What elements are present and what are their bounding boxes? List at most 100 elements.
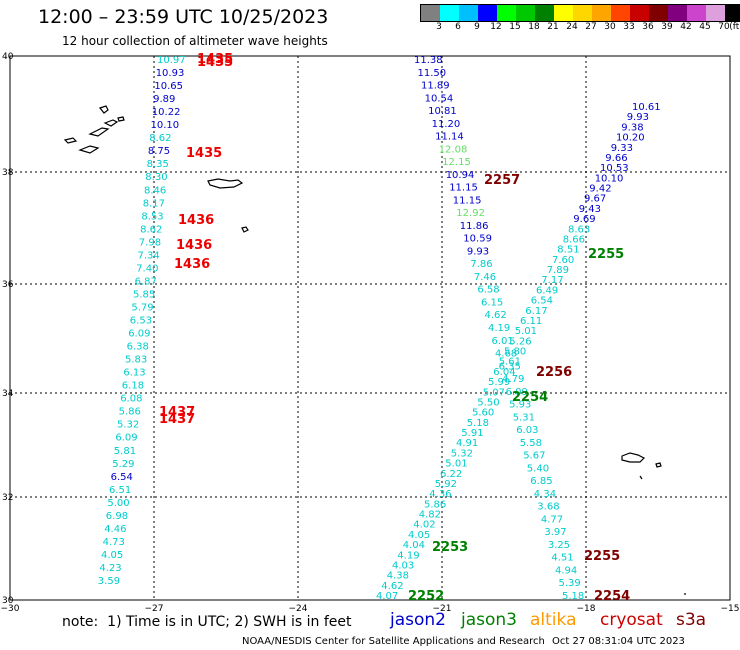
swh-value: 9.42 — [589, 184, 611, 195]
swh-value: 5.29 — [112, 459, 134, 470]
pass-time-label: 2253 — [432, 540, 468, 555]
swh-value: 9.69 — [573, 214, 595, 225]
swh-value: 9.33 — [611, 143, 633, 154]
swh-value: 6.54 — [531, 296, 553, 307]
swh-value: 6.04 — [493, 367, 515, 378]
pass-time-label: 2255 — [588, 247, 624, 262]
x-axis-tick-label: −21 — [433, 604, 452, 614]
swh-value: 4.38 — [387, 571, 409, 582]
island-pico — [88, 127, 110, 137]
swh-value: 4.73 — [103, 537, 125, 548]
pass-time-label: 2256 — [536, 365, 572, 380]
swh-value: 9.38 — [621, 122, 643, 133]
pass-time-label: 1435 — [186, 146, 222, 161]
scale-tick-label: 21 — [547, 22, 559, 32]
swh-value: 9.93 — [467, 246, 489, 257]
swh-value: 8.51 — [557, 245, 579, 256]
scale-tick-label: 15 — [509, 22, 521, 32]
footer-source: NOAA/NESDIS Center for Satellite Applica… — [242, 636, 545, 647]
swh-value: 7.89 — [547, 265, 569, 276]
swh-value: 4.36 — [429, 489, 451, 500]
x-axis-tick-label: −27 — [145, 604, 164, 614]
swh-value: 5.18 — [562, 591, 584, 602]
swh-value: 7.17 — [541, 275, 563, 286]
x-axis-tick-label: −30 — [1, 604, 20, 614]
swh-value: 5.50 — [477, 397, 499, 408]
swh-value: 4.05 — [101, 550, 123, 561]
axis-labels: −30 −27 −24 −21 −18 −15 40 38 36 34 32 30 — [1, 52, 740, 614]
scale-swatch — [706, 5, 725, 21]
x-axis-tick-label: −24 — [289, 604, 308, 614]
swh-value: 4.23 — [99, 563, 121, 574]
swh-value: 7.86 — [470, 259, 492, 270]
scale-tick-label: 9 — [474, 22, 480, 32]
swh-value: 10.20 — [616, 133, 645, 144]
scale-swatch — [611, 5, 630, 21]
pass-time-label: 1437 — [159, 405, 195, 420]
swh-value: 5.00 — [107, 498, 129, 509]
swh-value: 7.98 — [139, 237, 161, 248]
swh-value: 8.53 — [141, 211, 163, 222]
swh-value: 5.86 — [119, 407, 141, 418]
pass-time-label: 2254 — [594, 589, 630, 604]
swh-value: 6.09 — [128, 329, 150, 340]
island-graciosa — [117, 116, 125, 122]
scale-tick-label: 33 — [623, 22, 635, 32]
swh-value: 12.15 — [442, 157, 471, 168]
legend-s3a: s3a — [676, 610, 707, 630]
swh-value: 6.03 — [516, 425, 538, 436]
swh-value: 4.19 — [397, 550, 419, 561]
swh-value: 3.97 — [544, 527, 566, 538]
y-axis-tick-label: 30 — [2, 596, 14, 606]
swh-value: 5.40 — [527, 463, 549, 474]
satellite-tracks: 10.97 10.93 10.65 9.89 10.22 10.10 8.62 8.75 8.3… — [98, 52, 661, 604]
swh-value: 10.93 — [156, 68, 185, 79]
swh-value: 4.68 — [495, 349, 517, 360]
swh-value: 3.25 — [548, 540, 570, 551]
swh-value: 10.22 — [152, 107, 181, 118]
swh-value: 10.81 — [428, 106, 457, 117]
scale-swatch — [649, 5, 668, 21]
scale-tick-label: 39 — [661, 22, 673, 32]
swh-value: 11.20 — [432, 119, 461, 130]
scale-swatch — [592, 5, 611, 21]
scale-swatch — [497, 5, 516, 21]
island-faial — [63, 137, 78, 144]
swh-value: 4.07 — [376, 591, 398, 602]
swh-value: 8.35 — [147, 159, 169, 170]
swh-value: 4.02 — [413, 520, 435, 531]
scale-swatch — [535, 5, 554, 21]
swh-value: 4.82 — [419, 510, 441, 521]
pass-time-label: 1437 — [159, 412, 195, 427]
swh-value: 5.26 — [509, 336, 531, 347]
legend-altika: altika — [530, 610, 577, 630]
swh-value: 11.89 — [421, 81, 450, 92]
swh-value: 9.66 — [605, 153, 627, 164]
footnote: note: 1) Time is in UTC; 2) SWH is in fe… — [62, 614, 352, 630]
swh-value: 5.07 — [483, 387, 505, 398]
swh-value: 10.10 — [151, 120, 180, 131]
graticule — [10, 56, 730, 600]
coastlines — [63, 105, 686, 595]
swh-value: 3.68 — [537, 502, 559, 513]
swh-value: 5.99 — [488, 377, 510, 388]
scale-tick-label: 27 — [585, 22, 597, 32]
swh-value: 6.13 — [123, 368, 145, 379]
swh-value: 8.63 — [568, 224, 590, 235]
scale-swatch — [478, 5, 497, 21]
legend-jason3: jason3 — [461, 610, 517, 630]
swh-value: 6.54 — [111, 472, 133, 483]
swh-value: 8.75 — [148, 146, 170, 157]
swh-value: 4.77 — [541, 514, 563, 525]
swh-value: 10.97 — [157, 55, 186, 66]
scale-tick-label: 36 — [642, 22, 654, 32]
swh-value: 6.49 — [536, 285, 558, 296]
swh-value: 5.18 — [467, 418, 489, 429]
scale-tick-label: 3 — [436, 22, 442, 32]
swh-value: 11.15 — [449, 183, 478, 194]
legend-jason2: jason2 — [390, 610, 446, 630]
swh-value: 3.59 — [98, 576, 120, 587]
island-santa-maria — [241, 226, 249, 233]
pass-time-label: 1436 — [174, 257, 210, 272]
island-madeira — [621, 452, 646, 463]
